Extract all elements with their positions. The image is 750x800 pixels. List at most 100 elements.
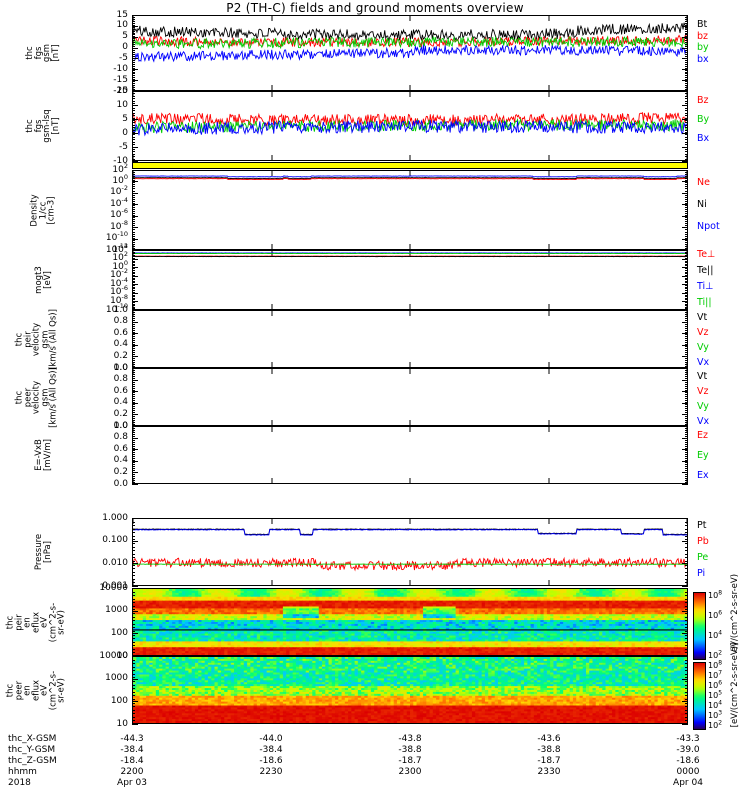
y-tick-mark bbox=[132, 275, 138, 277]
y-tick-mark bbox=[682, 181, 688, 183]
y-minor-tick bbox=[132, 277, 135, 279]
y-minor-tick bbox=[685, 416, 688, 417]
y-minor-tick bbox=[685, 53, 688, 55]
y-minor-tick bbox=[132, 656, 135, 657]
y-minor-tick bbox=[685, 112, 688, 114]
y-minor-tick bbox=[685, 468, 688, 469]
y-minor-tick bbox=[132, 460, 135, 461]
y-minor-tick bbox=[685, 237, 688, 239]
y-minor-tick bbox=[685, 634, 688, 636]
y-tick-label: 0.8 bbox=[113, 316, 128, 327]
y-minor-tick bbox=[685, 452, 688, 453]
y-minor-tick bbox=[132, 376, 135, 377]
y-minor-tick bbox=[132, 440, 135, 441]
y-minor-tick bbox=[132, 334, 135, 335]
y-minor-tick bbox=[685, 372, 688, 373]
y-minor-tick bbox=[132, 129, 135, 131]
y-tick-mark bbox=[132, 119, 138, 120]
time-axis-value: -18.6 bbox=[676, 756, 700, 766]
y-minor-tick bbox=[132, 283, 135, 285]
y-tick-label: 10-6 bbox=[110, 284, 128, 298]
y-minor-tick bbox=[685, 553, 688, 555]
y-tick-label: 0.4 bbox=[113, 455, 128, 466]
y-minor-tick bbox=[685, 480, 688, 481]
y-minor-tick bbox=[132, 340, 135, 341]
y-minor-tick bbox=[685, 178, 688, 180]
y-tick-mark bbox=[132, 69, 138, 71]
y-minor-tick bbox=[685, 26, 688, 28]
y-minor-tick bbox=[685, 107, 688, 109]
y-tick-mark bbox=[132, 310, 138, 311]
y-tick-mark bbox=[132, 678, 138, 680]
y-tick-label: 0.6 bbox=[113, 385, 128, 396]
y-minor-tick bbox=[132, 57, 135, 59]
y-minor-tick bbox=[685, 286, 688, 288]
y-minor-tick bbox=[685, 280, 688, 282]
time-axis-value: -18.6 bbox=[259, 756, 283, 766]
y-minor-tick bbox=[685, 414, 688, 415]
y-minor-tick bbox=[685, 57, 688, 59]
y-minor-tick bbox=[132, 616, 135, 618]
y-minor-tick bbox=[685, 620, 688, 622]
y-tick-mark bbox=[132, 250, 138, 251]
y-minor-tick bbox=[132, 478, 135, 479]
y-minor-tick bbox=[132, 225, 135, 227]
y-minor-tick bbox=[685, 320, 688, 321]
time-axis-value: -18.4 bbox=[120, 756, 144, 766]
y-minor-tick bbox=[132, 196, 135, 198]
y-tick-mark bbox=[682, 333, 688, 335]
y-minor-tick bbox=[685, 42, 688, 44]
y-minor-tick bbox=[685, 408, 688, 409]
plot-panel-pressure bbox=[132, 518, 688, 586]
colorbar-tick-label: 106 bbox=[708, 609, 723, 620]
plot-panel-density bbox=[132, 170, 688, 250]
y-minor-tick bbox=[132, 100, 135, 102]
y-tick-mark bbox=[682, 678, 688, 680]
y-minor-tick bbox=[685, 81, 688, 83]
y-minor-tick bbox=[132, 59, 135, 61]
y-minor-tick bbox=[132, 156, 135, 158]
y-minor-tick bbox=[685, 464, 688, 465]
y-minor-tick bbox=[132, 46, 135, 48]
y-tick-mark bbox=[682, 238, 688, 240]
y-minor-tick bbox=[685, 36, 688, 38]
y-minor-tick bbox=[132, 698, 135, 700]
y-minor-tick bbox=[685, 98, 688, 100]
y-tick-mark bbox=[132, 344, 138, 346]
y-minor-tick bbox=[685, 288, 688, 290]
y-minor-tick bbox=[685, 71, 688, 73]
y-minor-tick bbox=[685, 127, 688, 129]
y-tick-label: 0.010 bbox=[102, 557, 128, 568]
y-minor-tick bbox=[132, 623, 135, 625]
y-minor-tick bbox=[685, 16, 688, 18]
y-minor-tick bbox=[132, 239, 135, 241]
y-minor-tick bbox=[132, 186, 135, 188]
y-minor-tick bbox=[685, 151, 688, 153]
y-tick-label: 0.2 bbox=[113, 408, 128, 419]
y-minor-tick bbox=[132, 358, 135, 359]
y-minor-tick bbox=[685, 328, 688, 329]
y-minor-tick bbox=[132, 550, 135, 552]
legend-label-Bx: Bx bbox=[697, 133, 710, 144]
y-tick-mark bbox=[132, 47, 138, 49]
y-minor-tick bbox=[685, 535, 688, 537]
y-minor-tick bbox=[132, 211, 135, 213]
y-minor-tick bbox=[132, 273, 135, 275]
y-minor-tick bbox=[132, 136, 135, 138]
colorbar-tick-label: 102 bbox=[708, 719, 723, 730]
y-minor-tick bbox=[132, 659, 135, 661]
colorbar-tick-label: 104 bbox=[708, 699, 723, 710]
y-minor-tick bbox=[132, 677, 135, 679]
y-minor-tick bbox=[685, 380, 688, 381]
y-minor-tick bbox=[132, 65, 135, 67]
y-tick-label: 10 bbox=[116, 20, 128, 31]
y-tick-label: 0.2 bbox=[113, 466, 128, 477]
y-minor-tick bbox=[132, 148, 135, 150]
y-minor-tick bbox=[132, 310, 135, 311]
y-minor-tick bbox=[685, 586, 688, 587]
y-minor-tick bbox=[132, 468, 135, 469]
y-minor-tick bbox=[132, 378, 135, 379]
y-minor-tick bbox=[685, 448, 688, 449]
y-minor-tick bbox=[132, 63, 135, 65]
y-minor-tick bbox=[132, 146, 135, 148]
